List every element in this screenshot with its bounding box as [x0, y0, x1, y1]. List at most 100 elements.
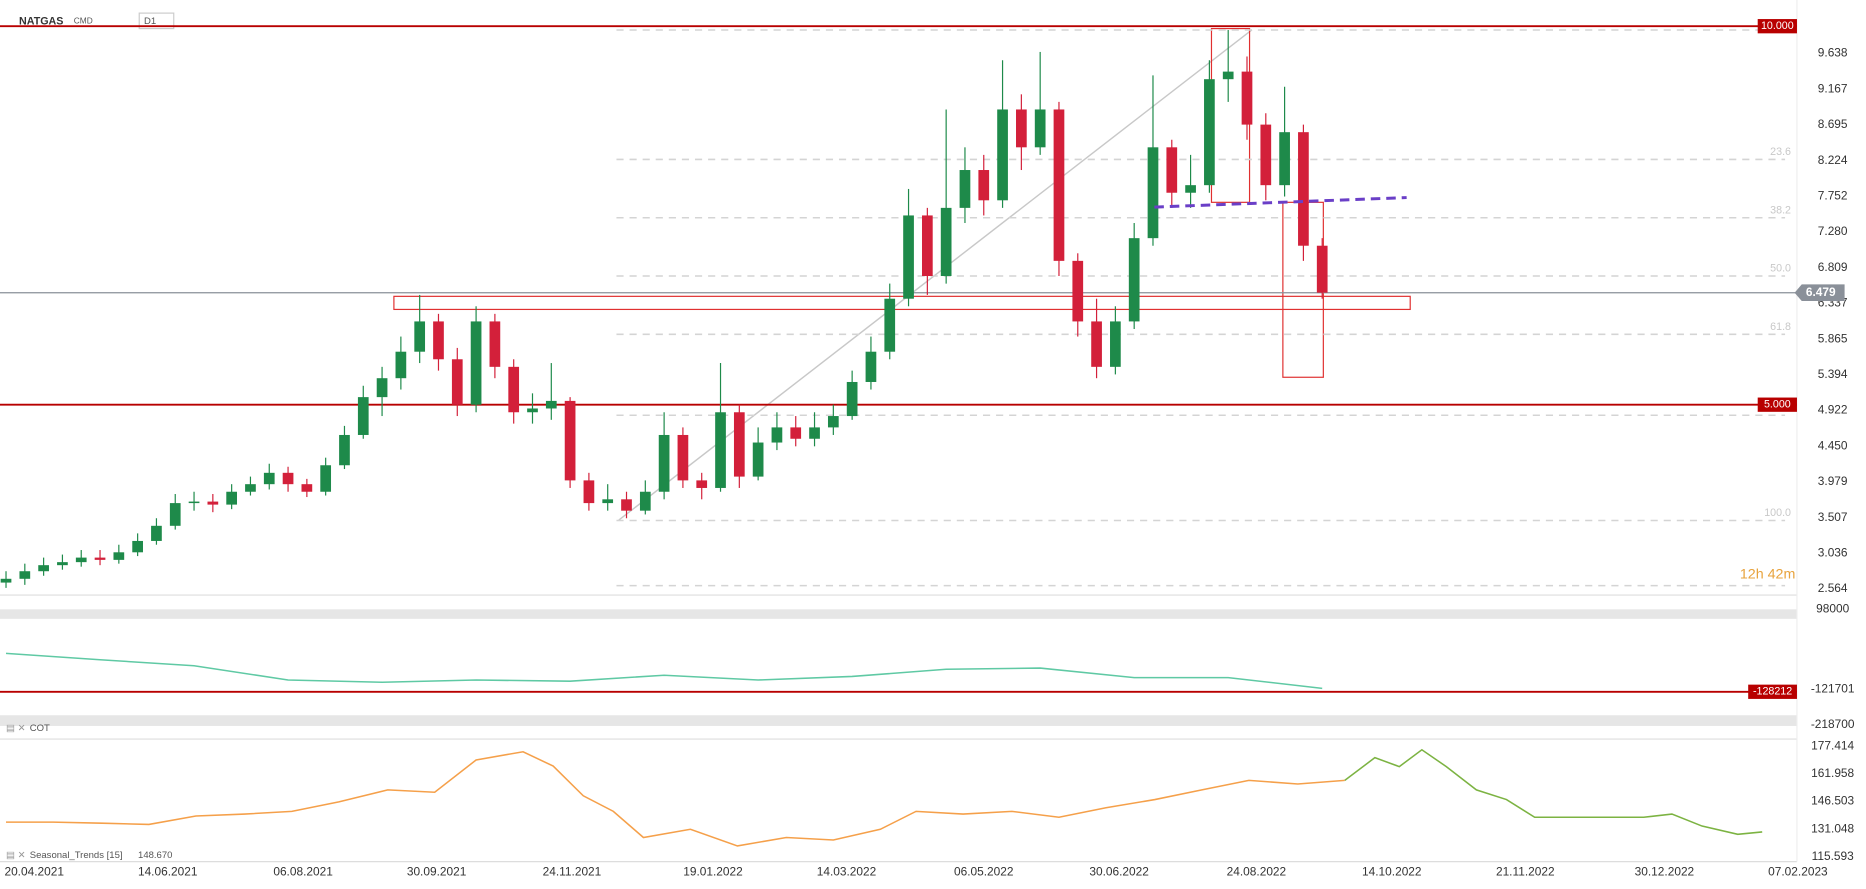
candle-body: [790, 427, 802, 439]
candle-body: [226, 491, 238, 505]
y-tick-label: 177.414: [1811, 738, 1854, 752]
candle-body: [339, 434, 350, 466]
y-tick-label: 3.507: [1818, 510, 1848, 524]
x-tick-label: 20.04.2021: [4, 864, 64, 878]
y-tick-label: -121701: [1811, 682, 1855, 696]
line: [5, 652, 1323, 690]
y-tick-label: 5.394: [1818, 367, 1848, 381]
panel-title: COT: [30, 723, 50, 734]
scroll-bar[interactable]: [0, 609, 1797, 619]
y-tick-label: 9.638: [1818, 46, 1848, 60]
candle-body: [884, 298, 896, 352]
y-tick-label: 4.450: [1818, 438, 1848, 452]
x-tick-label: 30.12.2022: [1635, 864, 1695, 878]
y-tick-label: 3.979: [1818, 474, 1848, 488]
candle-body: [809, 427, 820, 439]
market[interactable]: CMD: [74, 16, 93, 26]
candle-body: [376, 378, 388, 398]
x-tick-label: 06.08.2021: [273, 864, 333, 878]
candle-body: [19, 571, 31, 579]
candle-body: [1298, 132, 1309, 246]
candle-body: [1260, 124, 1272, 186]
scroll-bar[interactable]: [0, 715, 1797, 726]
candle-body: [827, 416, 839, 428]
candle-body: [1147, 147, 1159, 239]
x-tick-label: 24.08.2022: [1227, 864, 1287, 878]
y-tick-label: 146.503: [1811, 794, 1854, 808]
candle-body: [752, 442, 764, 477]
candle-body: [94, 557, 106, 560]
candle-body: [583, 480, 595, 504]
fib-label: 50.0: [1770, 263, 1791, 275]
y-tick-label: -218700: [1811, 717, 1855, 731]
candle-body: [639, 491, 651, 511]
candle-body: [1204, 79, 1215, 186]
x-tick-label: 14.10.2022: [1362, 864, 1422, 878]
candle-body: [38, 565, 49, 572]
price-tag: [1794, 284, 1845, 302]
x-tick-label: 14.06.2021: [138, 864, 198, 878]
candle-body: [470, 321, 482, 405]
candle-body: [715, 412, 726, 488]
y-tick-label: 9.167: [1818, 81, 1848, 95]
candle-body: [978, 170, 990, 201]
fib-label: 61.8: [1770, 321, 1791, 333]
candle-body: [433, 321, 444, 360]
candle-body: [1110, 321, 1121, 367]
candle-body: [846, 381, 858, 417]
x-tick-label: 06.05.2022: [954, 864, 1014, 878]
level-tag: [1757, 19, 1797, 34]
y-tick-label: 8.695: [1818, 117, 1848, 131]
candle-body: [527, 408, 538, 413]
candle-body: [959, 170, 971, 208]
plot: 9.6389.1678.6958.2247.7527.2806.8096.337…: [0, 19, 1855, 878]
candle-body: [1072, 260, 1084, 322]
panel-icons[interactable]: ▤ ✕: [6, 723, 26, 734]
candle-body: [245, 484, 256, 492]
x-tick-label: 30.06.2022: [1089, 864, 1149, 878]
candle-body: [169, 503, 181, 526]
candle-body: [57, 562, 68, 566]
interval-box[interactable]: [138, 12, 175, 30]
y-tick-label: 2.564: [1818, 581, 1848, 595]
level-label: -128212: [1753, 686, 1792, 698]
candle-body: [301, 484, 313, 492]
x-tick-label: 30.09.2021: [407, 864, 467, 878]
candle-body: [282, 472, 294, 485]
level-tag: [1748, 684, 1797, 699]
panel-value: 148.670: [138, 850, 172, 861]
interval[interactable]: D1: [144, 16, 156, 27]
candle-body: [1185, 185, 1196, 193]
line: [6, 750, 1345, 847]
candle-body: [921, 215, 933, 277]
candle-body: [151, 525, 162, 541]
y-tick-label: 115.593: [1812, 849, 1854, 863]
y-tick-label: 8.224: [1818, 153, 1848, 167]
candle-body: [1091, 321, 1102, 367]
candle-body: [414, 321, 426, 352]
neckline[interactable]: [1154, 196, 1407, 209]
candle-body: [132, 540, 143, 553]
countdown: 12h 42m: [1740, 567, 1796, 583]
candle-body: [508, 366, 520, 413]
level-label: 10.000: [1761, 20, 1794, 32]
candle-body: [771, 427, 783, 443]
candle-body: [188, 501, 200, 504]
y-tick-label: 98000: [1816, 601, 1849, 615]
candle-body: [621, 499, 632, 511]
y-tick-label: 131.048: [1811, 821, 1854, 835]
candle-body: [903, 215, 914, 299]
candle-body: [658, 434, 670, 492]
candle-body: [1034, 109, 1046, 148]
zone-rect[interactable]: [393, 295, 1411, 311]
candle-body: [940, 207, 952, 277]
y-tick-label: 5.865: [1818, 331, 1848, 345]
candle-body: [1222, 71, 1234, 80]
candle-body: [113, 552, 125, 560]
candle-body: [489, 321, 501, 367]
price-label: 6.479: [1806, 285, 1836, 299]
y-tick-label: 7.752: [1818, 189, 1848, 203]
x-tick-label: 24.11.2021: [543, 864, 602, 878]
panel-icons[interactable]: ▤ ✕: [6, 850, 26, 861]
